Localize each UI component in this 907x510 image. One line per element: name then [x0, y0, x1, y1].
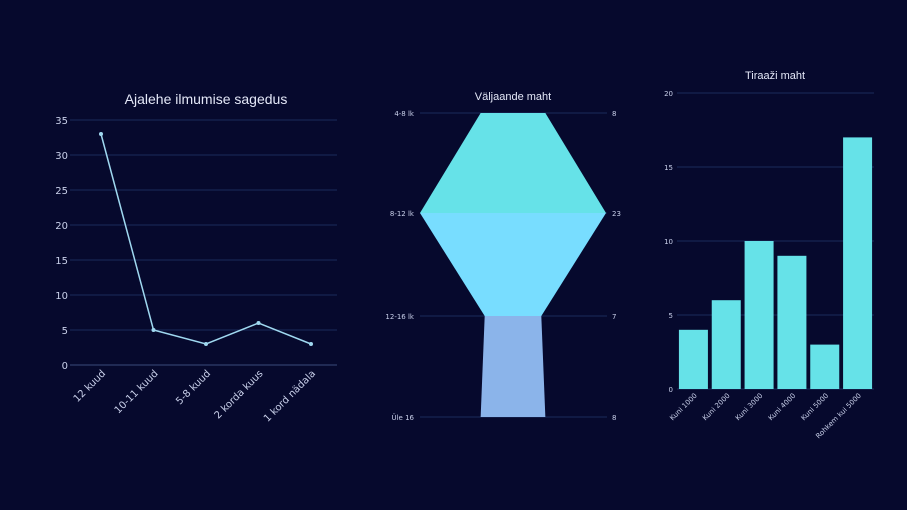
line-series — [100, 133, 312, 345]
line-chart-point — [256, 321, 261, 325]
bar-chart-x-tick: Kuni 3000 — [734, 392, 764, 422]
bar-chart-x-tick: Kuni 4000 — [767, 392, 797, 422]
line-chart-x-tick: 1 kord nädala — [262, 368, 318, 424]
bar-chart-bar — [744, 241, 774, 389]
volume-chart-category-label: 8-12 lk — [390, 210, 415, 218]
bar-chart-x-tick: Kuni 5000 — [800, 392, 830, 422]
line-chart: Ajalehe ilmumise sagedus 05101520253035 … — [55, 91, 337, 424]
line-chart-y-tick: 15 — [55, 256, 68, 267]
line-chart-point — [151, 328, 156, 332]
bar-chart-y-tick: 20 — [664, 90, 673, 98]
bar-chart-y-tick: 0 — [669, 386, 673, 394]
bar-chart-x-tick: Kuni 1000 — [668, 392, 698, 422]
volume-chart-value-label: 7 — [612, 313, 616, 321]
line-chart-x-tick: 10-11 kuud — [113, 368, 161, 416]
volume-chart-category-label: 12-16 lk — [385, 313, 415, 321]
line-chart-y-tick: 35 — [55, 116, 68, 127]
bar-chart-title: Tiraaži maht — [745, 70, 805, 82]
line-chart-y-tick: 0 — [62, 361, 68, 372]
volume-segment — [420, 213, 606, 316]
bar-chart-x-tick: Kuni 2000 — [701, 392, 731, 422]
volume-segment — [480, 316, 546, 417]
line-chart-y-tick: 5 — [62, 326, 68, 337]
bar-chart: Tiraaži maht 0 5 10 15 20 Kuni 1000 Kuni 2000… — [664, 70, 874, 440]
line-chart-x-tick: 2 korda kuus — [213, 368, 266, 421]
line-chart-y-tick: 20 — [55, 221, 68, 232]
volume-chart-value-label: 8 — [612, 110, 616, 118]
line-chart-point — [99, 132, 103, 136]
volume-chart-category-label: 4-8 lk — [394, 110, 415, 118]
line-chart-point — [204, 342, 208, 346]
volume-chart-value-label: 8 — [612, 414, 616, 422]
bar-chart-bar — [843, 137, 873, 389]
volume-chart-category-label: Üle 16 — [391, 413, 414, 422]
bar-chart-y-tick: 10 — [664, 238, 673, 246]
line-chart-x-tick: 5-8 kuud — [174, 368, 213, 407]
volume-chart: Väljaande maht 4-8 lk 8 8-12 lk 23 12-16 lk 7… — [385, 91, 621, 422]
bar-chart-y-tick: 15 — [664, 164, 673, 172]
line-chart-y-tick: 10 — [55, 291, 68, 302]
volume-chart-value-label: 23 — [612, 210, 621, 218]
line-chart-x-tick: 12 kuud — [72, 368, 108, 404]
line-chart-y-tick: 25 — [55, 186, 68, 197]
volume-segment — [420, 113, 606, 213]
bar-chart-bar — [777, 255, 807, 389]
bar-chart-y-tick: 5 — [669, 312, 673, 320]
bar-chart-bar — [711, 300, 741, 389]
line-chart-point — [309, 342, 313, 346]
line-chart-y-tick: 30 — [55, 151, 68, 162]
bar-chart-bar — [678, 329, 708, 389]
line-chart-title: Ajalehe ilmumise sagedus — [125, 91, 288, 107]
volume-chart-title: Väljaande maht — [475, 91, 551, 103]
bar-chart-bar — [810, 344, 840, 389]
